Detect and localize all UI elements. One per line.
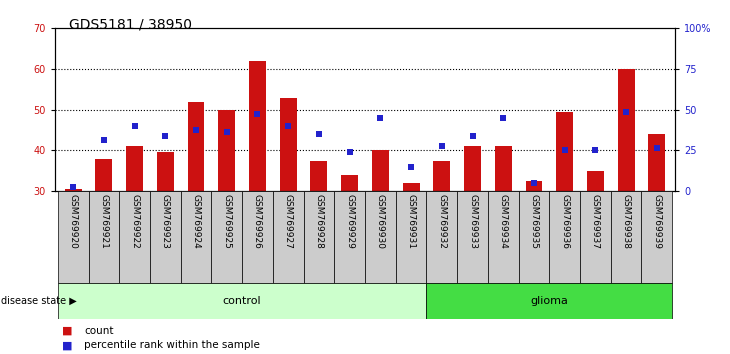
Text: GSM769934: GSM769934 <box>499 194 508 249</box>
Bar <box>88 191 119 283</box>
Text: disease state ▶: disease state ▶ <box>1 296 77 306</box>
Bar <box>280 97 296 191</box>
Bar <box>119 191 150 283</box>
Bar <box>457 191 488 283</box>
Bar <box>365 191 396 283</box>
Bar <box>58 191 88 283</box>
Text: GSM769939: GSM769939 <box>653 194 661 249</box>
Bar <box>495 146 512 191</box>
Bar <box>618 69 634 191</box>
Text: percentile rank within the sample: percentile rank within the sample <box>84 340 260 350</box>
Bar <box>587 171 604 191</box>
Bar <box>310 161 327 191</box>
Bar <box>58 283 426 319</box>
Bar <box>549 191 580 283</box>
Text: GSM769920: GSM769920 <box>69 194 77 249</box>
Bar <box>648 134 665 191</box>
Text: GSM769924: GSM769924 <box>191 194 201 249</box>
Text: GSM769933: GSM769933 <box>468 194 477 249</box>
Bar <box>334 191 365 283</box>
Bar <box>642 191 672 283</box>
Bar <box>150 191 181 283</box>
Text: GSM769930: GSM769930 <box>376 194 385 249</box>
Bar <box>242 191 273 283</box>
Text: GSM769932: GSM769932 <box>437 194 446 249</box>
Bar <box>96 159 112 191</box>
Text: control: control <box>223 296 261 306</box>
Bar <box>556 112 573 191</box>
Bar <box>403 183 420 191</box>
Text: GSM769937: GSM769937 <box>591 194 600 249</box>
Text: GDS5181 / 38950: GDS5181 / 38950 <box>69 18 192 32</box>
Bar <box>396 191 426 283</box>
Bar <box>518 191 549 283</box>
Bar <box>218 110 235 191</box>
Bar <box>273 191 304 283</box>
Text: GSM769935: GSM769935 <box>529 194 539 249</box>
Text: count: count <box>84 326 113 336</box>
Text: GSM769921: GSM769921 <box>99 194 108 249</box>
Bar <box>341 175 358 191</box>
Bar <box>65 189 82 191</box>
Text: GSM769931: GSM769931 <box>407 194 415 249</box>
Bar <box>434 161 450 191</box>
Bar <box>188 102 204 191</box>
Text: GSM769922: GSM769922 <box>130 194 139 249</box>
Bar <box>464 146 481 191</box>
Text: GSM769927: GSM769927 <box>284 194 293 249</box>
Text: glioma: glioma <box>531 296 568 306</box>
Text: GSM769938: GSM769938 <box>622 194 631 249</box>
Text: GSM769925: GSM769925 <box>222 194 231 249</box>
Bar <box>426 283 672 319</box>
Text: GSM769928: GSM769928 <box>315 194 323 249</box>
Text: ■: ■ <box>62 326 72 336</box>
Bar <box>526 181 542 191</box>
Bar <box>488 191 518 283</box>
Bar <box>304 191 334 283</box>
Bar <box>372 150 389 191</box>
Bar <box>157 153 174 191</box>
Bar <box>580 191 611 283</box>
Bar <box>249 61 266 191</box>
Text: GSM769923: GSM769923 <box>161 194 170 249</box>
Bar <box>611 191 642 283</box>
Bar <box>426 191 457 283</box>
Bar <box>181 191 212 283</box>
Bar <box>126 146 143 191</box>
Text: GSM769936: GSM769936 <box>560 194 569 249</box>
Text: ■: ■ <box>62 340 72 350</box>
Text: GSM769926: GSM769926 <box>253 194 262 249</box>
Bar <box>212 191 242 283</box>
Text: GSM769929: GSM769929 <box>345 194 354 249</box>
